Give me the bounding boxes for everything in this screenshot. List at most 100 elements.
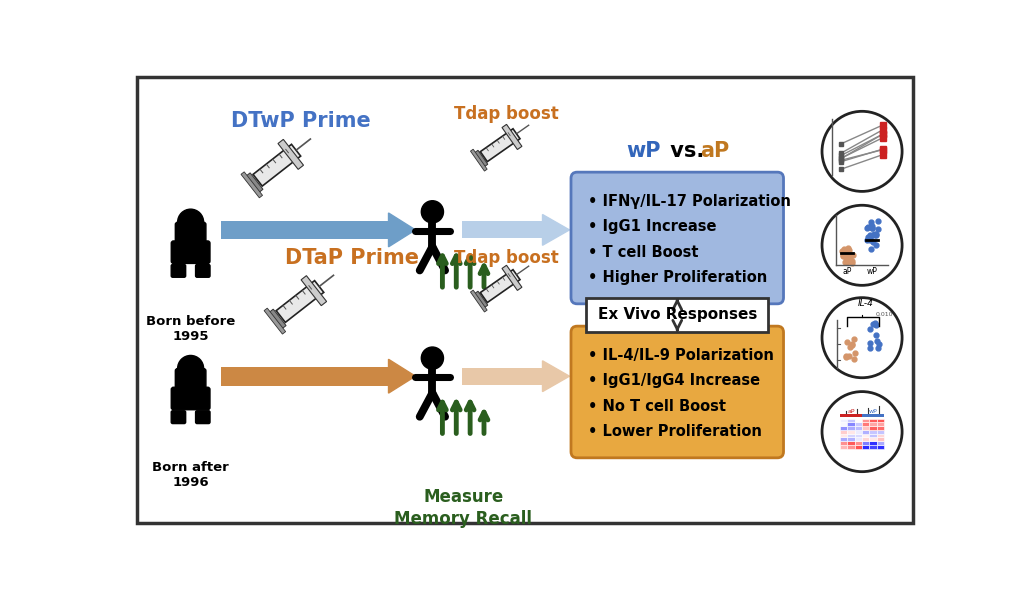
Bar [840,437,848,441]
Circle shape [421,201,443,223]
Bar [245,173,263,194]
Bar [470,149,487,171]
Bar [508,273,511,277]
Bar [485,288,488,292]
Bar [848,437,855,441]
Circle shape [822,111,902,191]
FancyBboxPatch shape [171,241,210,263]
Text: Ex Vivo Responses: Ex Vivo Responses [598,308,757,323]
Text: • IgG1 Increase: • IgG1 Increase [588,219,717,234]
Bar [848,430,855,434]
Bar [869,426,877,430]
Polygon shape [543,361,569,391]
Bar [840,445,848,448]
Bar [877,434,884,437]
Text: vs.: vs. [664,141,712,162]
Bar [470,290,487,312]
Text: IL-4: IL-4 [858,299,874,308]
Bar [268,309,286,330]
FancyBboxPatch shape [175,368,206,393]
Bar [502,124,522,150]
FancyBboxPatch shape [175,222,206,247]
Bar [877,441,884,445]
Bar [862,437,869,441]
FancyArrow shape [516,124,529,134]
FancyBboxPatch shape [171,411,185,424]
Bar [283,305,287,309]
Text: • T cell Boost: • T cell Boost [588,245,698,260]
FancyArrow shape [516,265,529,275]
Bar [840,422,848,426]
Bar [840,414,862,417]
Bar [855,426,862,430]
FancyBboxPatch shape [171,264,185,277]
Bar [276,280,324,323]
Bar [848,422,855,426]
Text: aP: aP [847,409,855,413]
Bar [848,441,855,445]
Bar [241,172,262,198]
Bar [862,430,869,434]
FancyArrow shape [318,274,335,287]
FancyArrow shape [296,138,311,151]
Bar [462,368,543,385]
FancyBboxPatch shape [571,326,783,458]
Bar [302,290,306,295]
Bar [840,426,848,430]
Bar [848,445,855,448]
FancyBboxPatch shape [587,298,768,332]
Bar [289,300,293,305]
Bar [869,434,877,437]
Bar [862,414,884,417]
Bar [862,441,869,445]
Bar [877,430,884,434]
Text: 0.010: 0.010 [876,312,893,317]
Bar [492,144,495,147]
Bar [869,441,877,445]
Bar [492,285,495,289]
Polygon shape [388,359,416,393]
Bar [285,148,289,153]
Bar [877,437,884,441]
Text: wP: wP [626,141,660,162]
Bar [473,291,487,308]
Bar [869,430,877,434]
Bar [308,285,312,290]
Text: • IFNγ/IL-17 Polarization: • IFNγ/IL-17 Polarization [588,194,791,209]
Text: Measure
Memory Recall: Measure Memory Recall [394,488,532,528]
Bar [840,430,848,434]
Circle shape [822,391,902,472]
Bar [480,129,520,162]
Bar [221,367,388,386]
Bar [502,277,505,281]
Circle shape [822,206,902,285]
FancyBboxPatch shape [196,411,210,424]
Bar [279,154,283,159]
Bar [848,419,855,422]
Polygon shape [543,214,569,245]
Bar [295,295,299,300]
Text: • IgG1/IgG4 Increase: • IgG1/IgG4 Increase [588,373,760,388]
FancyBboxPatch shape [171,387,210,410]
Bar [855,441,862,445]
Bar [264,308,286,334]
Bar [840,419,848,422]
Text: • IL-4/IL-9 Polarization: • IL-4/IL-9 Polarization [588,348,774,363]
Bar [855,445,862,448]
Text: aP: aP [700,141,730,162]
Bar [862,434,869,437]
FancyBboxPatch shape [571,172,783,304]
Text: DTwP Prime: DTwP Prime [230,110,371,131]
FancyBboxPatch shape [196,264,210,277]
Bar [855,437,862,441]
Bar [502,136,505,140]
Bar [278,140,303,169]
Text: • Higher Proliferation: • Higher Proliferation [588,270,767,285]
Bar [301,276,327,306]
Bar [221,220,388,239]
Bar [848,434,855,437]
Text: • No T cell Boost: • No T cell Boost [588,399,726,414]
Circle shape [822,298,902,378]
Bar [266,164,270,169]
Bar [259,169,263,173]
